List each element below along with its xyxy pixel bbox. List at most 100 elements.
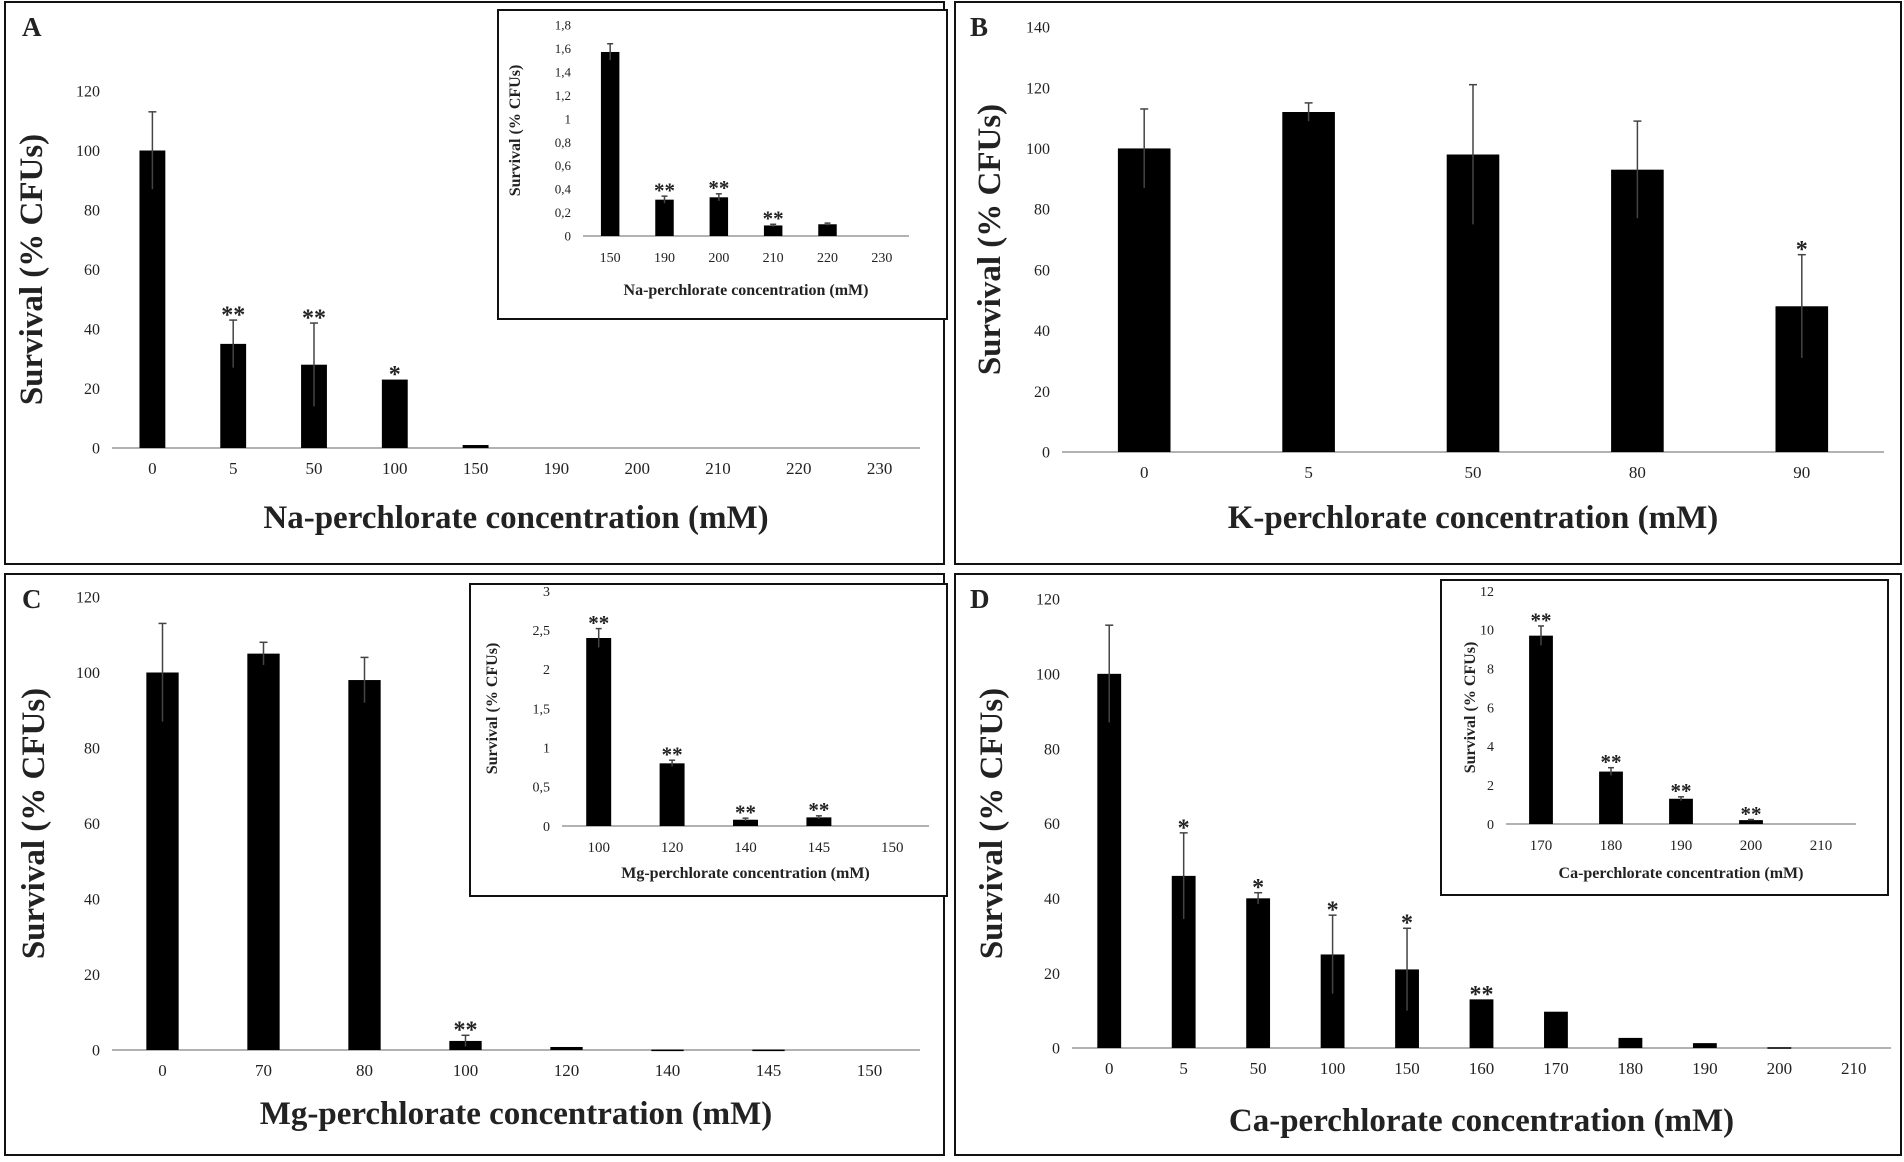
bar (1669, 798, 1693, 824)
x-tick-label: 150 (857, 1061, 883, 1080)
x-tick-label: 170 (1543, 1059, 1569, 1078)
panel-letter: A (22, 12, 42, 42)
x-tick-label: 50 (1250, 1059, 1267, 1078)
x-axis-title: Ca-perchlorate concentration (mM) (1559, 865, 1804, 882)
chart-d-inset: 0 2 4 6 8 10 12 ** 170 ** 180 ** 190 ** 200 210 Ca-perch… (1440, 579, 1889, 896)
y-tick-label: 100 (1026, 141, 1050, 158)
y-tick-label: 1,5 (533, 702, 551, 717)
significance-mark: ** (302, 305, 326, 331)
y-tick-label: 40 (1044, 891, 1060, 908)
bar (1097, 673, 1122, 1048)
x-axis-title: K-perchlorate concentration (mM) (1228, 500, 1719, 536)
y-tick-label: 120 (1036, 592, 1060, 609)
bar (247, 653, 280, 1050)
y-tick-label: 80 (1034, 202, 1050, 219)
bar (1529, 635, 1553, 824)
y-tick-label: 40 (84, 892, 100, 909)
y-tick-label: 60 (1034, 262, 1050, 279)
y-tick-label: 0 (565, 229, 572, 244)
y-tick-label: 0 (1052, 1041, 1060, 1058)
y-tick-label: 80 (84, 203, 100, 220)
x-tick-label: 210 (705, 459, 731, 478)
bar (139, 150, 166, 448)
x-tick-label: 0 (148, 459, 157, 478)
significance-mark: ** (1470, 982, 1494, 1008)
bar (1692, 1043, 1717, 1048)
y-tick-label: 1,4 (555, 64, 572, 79)
y-tick-label: 100 (76, 143, 100, 160)
x-tick-label: 140 (734, 840, 757, 856)
x-tick-label: 80 (1629, 463, 1646, 482)
inset-frame (469, 583, 948, 897)
inset-frame (497, 9, 948, 320)
significance-mark: ** (654, 178, 675, 202)
panel-frame (954, 573, 1902, 1156)
x-tick-label: 190 (544, 459, 570, 478)
x-tick-label: 180 (1618, 1059, 1644, 1078)
bar (600, 51, 620, 236)
x-tick-label: 190 (1670, 838, 1693, 854)
bar (1599, 771, 1623, 824)
bar (655, 199, 674, 236)
bar (1117, 148, 1171, 452)
x-axis-title: Mg-perchlorate concentration (mM) (621, 865, 870, 882)
y-tick-label: 40 (1034, 323, 1050, 340)
y-tick-label: 2,5 (533, 624, 551, 639)
y-axis-title: Survival (% CFUs) (972, 104, 1008, 375)
y-tick-label: 6 (1487, 701, 1494, 716)
bar (806, 817, 832, 826)
panel-letter: C (22, 584, 42, 614)
x-tick-label: 0 (1105, 1059, 1114, 1078)
x-tick-label: 145 (756, 1061, 782, 1080)
x-tick-label: 100 (587, 840, 610, 856)
x-tick-label: 220 (817, 251, 838, 266)
y-tick-label: 0,4 (555, 182, 572, 197)
x-tick-label: 210 (763, 251, 784, 266)
x-tick-label: 145 (808, 840, 831, 856)
y-tick-label: 120 (76, 590, 100, 607)
y-tick-label: 1,8 (555, 18, 571, 33)
x-axis-title: Na-perchlorate concentration (mM) (263, 500, 768, 536)
y-tick-label: 0 (92, 441, 100, 458)
significance-mark: ** (662, 743, 683, 767)
y-tick-label: 60 (1044, 816, 1060, 833)
x-tick-label: 90 (1793, 463, 1810, 482)
bar (1282, 112, 1335, 452)
bar (550, 1046, 583, 1050)
y-tick-label: 60 (84, 816, 100, 833)
chart-b: 0 20 40 60 80 100 120 140 0 5 50 80 * 90 K-perchlorate… (972, 20, 1884, 536)
significance-mark: ** (1671, 779, 1692, 803)
panel-letter: D (970, 584, 990, 614)
x-tick-label: 120 (661, 840, 684, 856)
y-tick-label: 20 (84, 381, 100, 398)
significance-mark: ** (588, 611, 609, 635)
x-tick-label: 150 (881, 840, 904, 856)
significance-mark: ** (221, 302, 245, 328)
chart-c-inset: 0 0,5 1 1,5 2 2,5 3 ** 100 ** 120 ** 140 ** 145 150 Mg-p… (469, 583, 948, 897)
significance-mark: * (1401, 911, 1413, 937)
bar (763, 225, 783, 236)
significance-mark: ** (1531, 608, 1552, 632)
x-tick-label: 5 (229, 459, 238, 478)
bar (1739, 820, 1763, 824)
x-tick-label: 100 (453, 1061, 479, 1080)
x-tick-label: 200 (708, 251, 729, 266)
bar (1544, 1011, 1568, 1048)
y-tick-label: 20 (1044, 966, 1060, 983)
x-axis-title: Na-perchlorate concentration (mM) (624, 282, 869, 299)
bar (1469, 999, 1494, 1048)
y-tick-label: 20 (1034, 384, 1050, 401)
y-tick-label: 12 (1480, 585, 1494, 600)
x-tick-label: 210 (1841, 1059, 1867, 1078)
y-tick-label: 1 (543, 742, 550, 757)
y-tick-label: 2 (1487, 779, 1494, 794)
chart-a-inset: 0 0,2 0,4 0,6 0,8 1 1,2 1,4 1,6 1,8 150 ** 190 ** 200 *… (497, 9, 948, 320)
y-tick-label: 0,8 (555, 135, 571, 150)
y-tick-label: 0,5 (533, 781, 551, 796)
x-tick-label: 5 (1179, 1059, 1188, 1078)
x-tick-label: 150 (463, 459, 489, 478)
x-tick-label: 190 (1692, 1059, 1718, 1078)
bar (1767, 1047, 1792, 1049)
